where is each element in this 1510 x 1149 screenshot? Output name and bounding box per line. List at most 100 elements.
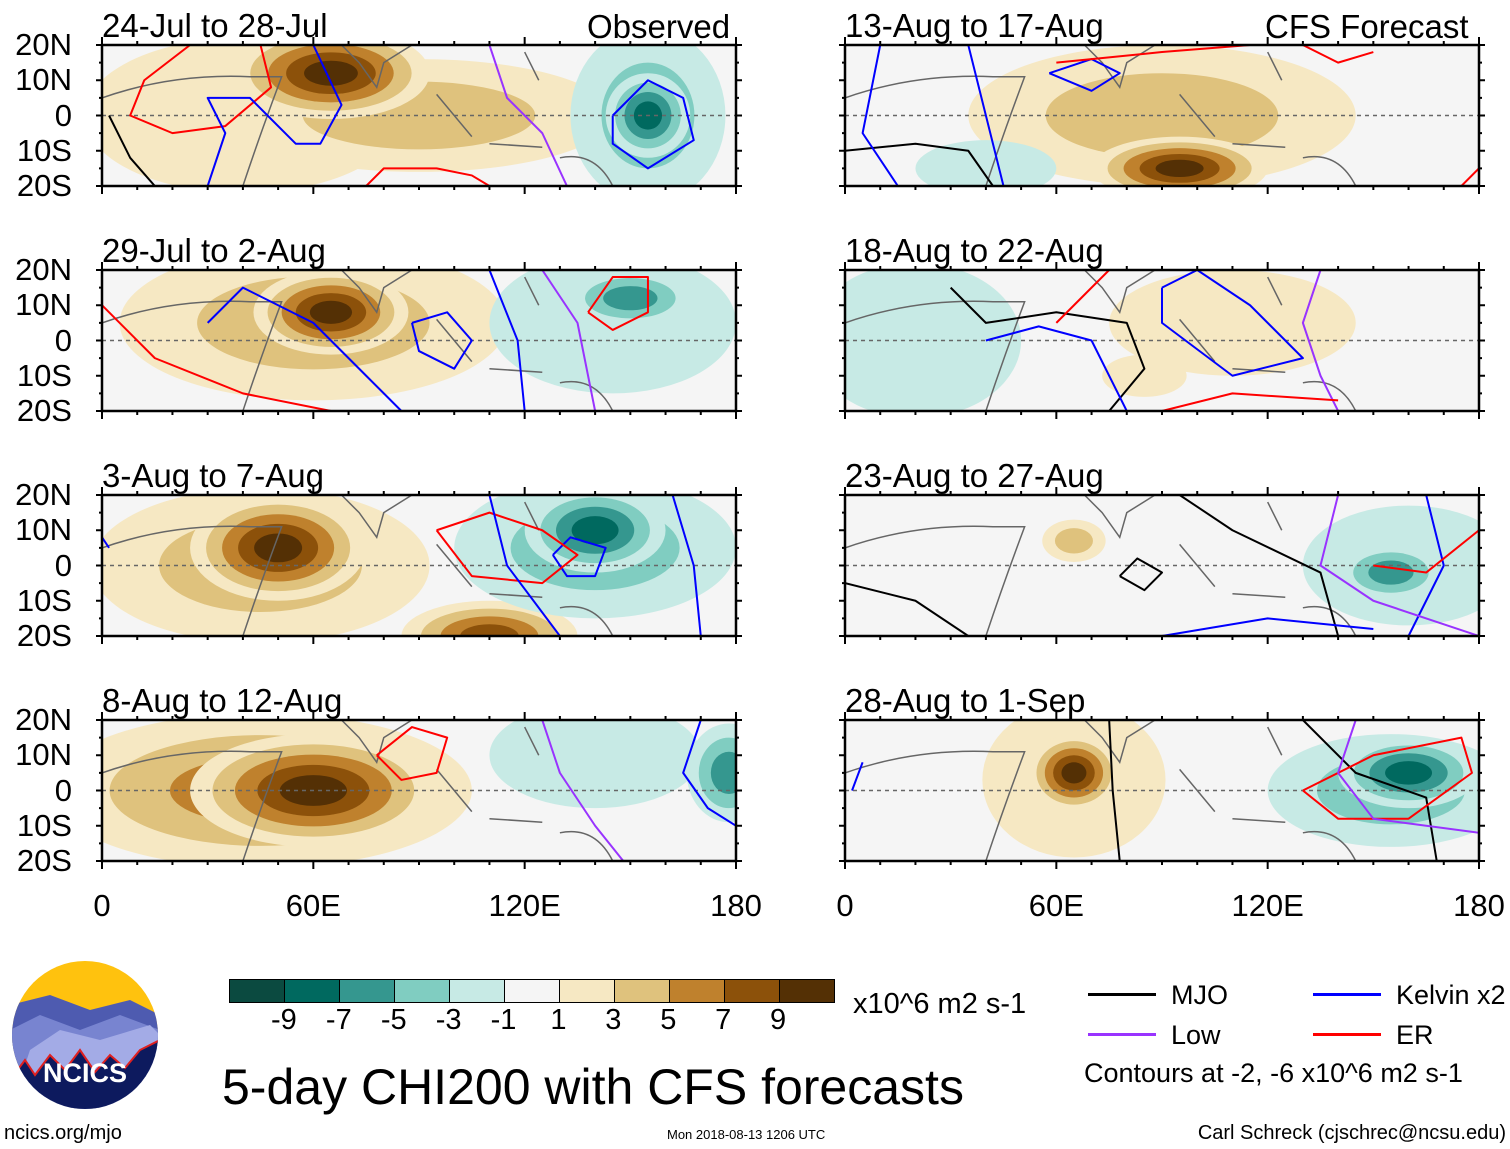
panel-title: 18-Aug to 22-Aug	[845, 232, 1104, 269]
kelvin-contour	[552, 536, 607, 578]
low-contour	[541, 720, 625, 861]
lat-tick-label: 20S	[16, 393, 72, 428]
coastline	[845, 300, 1026, 411]
forecast-label: CFS Forecast	[1265, 8, 1469, 45]
anomaly-fill	[309, 300, 353, 324]
lon-tick-label: 0	[93, 888, 111, 923]
low-contour	[1301, 270, 1340, 411]
lon-tick-label: 180	[1453, 888, 1505, 923]
kelvin-contour	[967, 45, 1005, 186]
colorbar-swatch	[670, 980, 725, 1002]
kelvin-contour	[488, 495, 561, 636]
colorbar-swatch	[450, 980, 505, 1002]
mjo-contour	[845, 142, 994, 186]
low-contour	[1337, 720, 1479, 834]
anomaly-fill	[915, 140, 1057, 186]
colorbar-swatch	[615, 980, 670, 1002]
colorbar-tick: -5	[380, 1004, 407, 1036]
low-contour	[1319, 495, 1479, 636]
low-contour	[488, 45, 568, 186]
observed-label: Observed	[587, 8, 731, 45]
er-contour	[1302, 45, 1374, 64]
anomaly-fill	[1368, 560, 1414, 585]
mjo-contour	[1108, 720, 1121, 861]
kelvin-contour	[611, 79, 695, 170]
map-panel	[839, 487, 1485, 644]
lat-tick-label: 10N	[15, 737, 72, 773]
mjo-contour	[1302, 720, 1438, 861]
mjo-legend-line	[1088, 993, 1156, 996]
lat-tick-label: 10N	[15, 512, 72, 548]
kelvin-legend-line	[1313, 993, 1381, 996]
colorbar-swatch	[560, 980, 615, 1002]
coastline	[102, 300, 283, 411]
anomaly-fill	[571, 516, 619, 545]
legend-note: Contours at -2, -6 x10^6 m2 s-1	[1084, 1058, 1463, 1088]
coastline	[845, 75, 1026, 186]
lat-tick-label: 0	[54, 547, 72, 583]
colorbar-tick: -3	[435, 1004, 462, 1036]
lon-tick-label: 60E	[1028, 888, 1084, 923]
kelvin-contour	[851, 761, 864, 791]
ncics-logo: NCICS	[10, 960, 160, 1110]
coastline	[102, 75, 283, 186]
lat-tick-label: 20S	[16, 618, 72, 653]
colorbar-tick: 9	[770, 1004, 787, 1036]
colorbar-tick: 3	[605, 1004, 622, 1036]
er-contour	[1373, 529, 1479, 574]
map-panel	[96, 37, 742, 194]
kelvin-contour	[410, 311, 473, 370]
lat-tick-label: 10S	[16, 582, 72, 618]
coastline	[102, 525, 283, 636]
legend-label: Low	[1171, 1020, 1221, 1050]
er-contour	[376, 726, 449, 781]
lat-tick-label: 10S	[16, 807, 72, 843]
legend-label: MJO	[1171, 980, 1228, 1010]
legend-label: ER	[1396, 1020, 1434, 1050]
panel-title: 28-Aug to 1-Sep	[845, 682, 1086, 719]
er-contour	[587, 276, 649, 331]
kelvin-contour	[1161, 270, 1304, 377]
lat-tick-label: 20S	[16, 168, 72, 203]
site-link[interactable]: ncics.org/mjo	[4, 1122, 122, 1144]
lat-tick-label: 10N	[15, 287, 72, 323]
kelvin-contour	[1161, 617, 1374, 636]
kelvin-contour	[682, 720, 736, 827]
coastline	[845, 750, 1026, 861]
lat-tick-label: 20N	[15, 27, 72, 62]
panel-title: 13-Aug to 17-Aug	[845, 7, 1104, 44]
er-contour	[1161, 392, 1339, 411]
er-contour	[1055, 270, 1110, 324]
mjo-contour	[1179, 495, 1340, 636]
kelvin-contour	[206, 286, 403, 411]
anomaly-fill	[1045, 73, 1279, 158]
lat-tick-label: 0	[54, 322, 72, 358]
lat-tick-label: 10S	[16, 132, 72, 168]
kelvin-contour	[1407, 495, 1445, 636]
kelvin-contour	[671, 495, 702, 636]
lat-tick-label: 20N	[15, 702, 72, 737]
colorbar-swatch	[230, 980, 285, 1002]
kelvin-contour	[861, 45, 899, 186]
kelvin-contour	[206, 45, 343, 186]
anomaly-fill	[1385, 761, 1433, 785]
figure-title: 5-day CHI200 with CFS forecasts	[222, 1059, 964, 1115]
colorbar-swatch	[505, 980, 560, 1002]
colorbar-swatch	[340, 980, 395, 1002]
map-panel	[96, 262, 742, 419]
panel-title: 24-Jul to 28-Jul	[102, 7, 328, 44]
er-legend-line	[1313, 1033, 1381, 1036]
anomaly-fill	[489, 720, 701, 809]
mjo-contour	[949, 286, 1146, 411]
map-panel	[96, 712, 742, 869]
er-contour	[1302, 736, 1473, 820]
anomaly-fill	[710, 751, 736, 795]
anomaly-fill	[254, 533, 303, 563]
mjo-contour	[108, 115, 156, 186]
colorbar	[229, 979, 835, 1003]
er-contour	[435, 511, 579, 585]
anomaly-fill	[1102, 354, 1187, 397]
lat-tick-label: 10S	[16, 357, 72, 393]
